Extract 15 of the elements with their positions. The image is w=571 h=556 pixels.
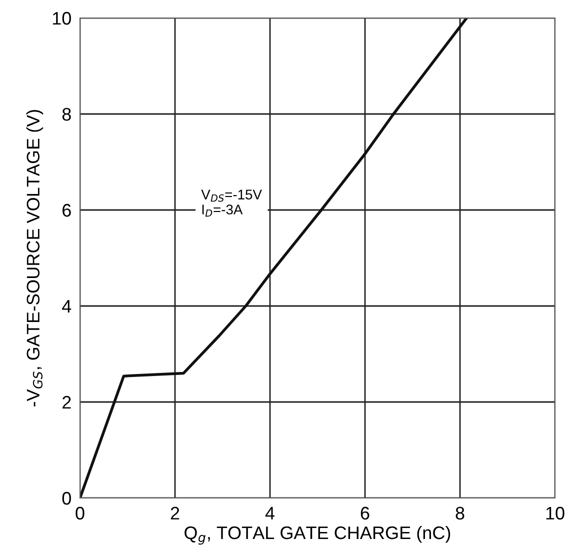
x-tick-label: 0 (76, 506, 84, 520)
x-tick-label: 8 (456, 506, 464, 520)
x-tick-label: 4 (265, 506, 274, 520)
y-tick-label: 0 (62, 492, 71, 505)
y-tick-label: 8 (62, 108, 71, 121)
y-tick-label: 10 (52, 12, 71, 25)
y-tick-label: 6 (62, 204, 71, 217)
y-axis-title: -V$_{GS}$, GATE-SOURCE VOLTAGE (V) (26, 110, 44, 406)
x-tick-label: 6 (360, 506, 370, 520)
y-tick-label: 2 (62, 396, 71, 409)
y-tick-label: 4 (62, 300, 72, 313)
text: V$_{DS}$=-15V I$_{D}$=-3A (201, 190, 262, 217)
x-tick-label: 10 (546, 506, 564, 520)
x-tick-label: 2 (170, 506, 180, 520)
x-axis-title: Q$_{g}$, TOTAL GATE CHARGE (nC) (184, 526, 450, 545)
